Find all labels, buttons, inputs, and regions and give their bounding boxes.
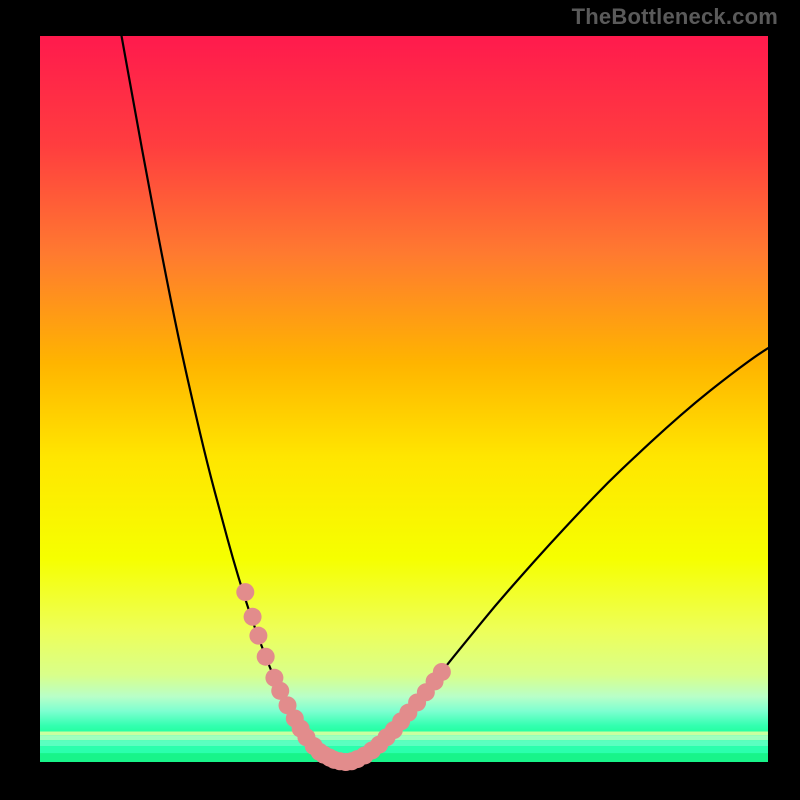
gradient-band: [40, 740, 768, 746]
plot-background: [40, 36, 768, 762]
gradient-band: [40, 753, 768, 762]
gradient-band: [40, 746, 768, 753]
data-marker: [244, 608, 262, 626]
gradient-band: [40, 735, 768, 740]
data-marker: [236, 583, 254, 601]
data-marker: [433, 663, 451, 681]
bottleneck-chart: [0, 0, 800, 800]
watermark-text: TheBottleneck.com: [572, 4, 778, 30]
gradient-band: [40, 732, 768, 736]
data-marker: [249, 627, 267, 645]
figure-canvas: TheBottleneck.com: [0, 0, 800, 800]
data-marker: [257, 648, 275, 666]
